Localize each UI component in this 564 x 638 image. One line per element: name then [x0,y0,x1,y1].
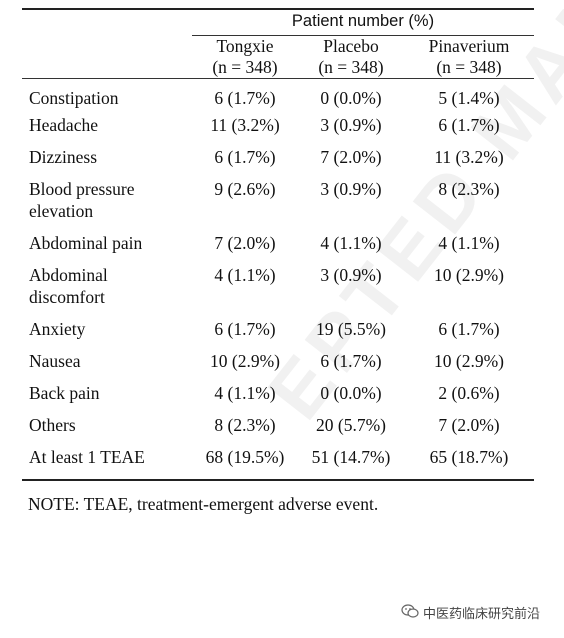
cell-tongxie: 9 (2.6%) [214,178,276,199]
cell-tongxie: 7 (2.0%) [214,232,276,253]
cell-placebo: 4 (1.1%) [320,232,382,253]
cell-pinaverium: 10 (2.9%) [434,350,504,371]
cell-pinaverium: 7 (2.0%) [438,414,500,435]
row-label: Headache [29,114,98,135]
row-label: Blood pressure elevation [29,178,135,221]
table-row: Dizziness 6 (1.7%) 7 (2.0%) 11 (3.2%) [22,146,534,178]
cell-placebo: 7 (2.0%) [320,146,382,167]
row-label: Nausea [29,350,81,371]
cell-pinaverium: 6 (1.7%) [438,318,500,339]
row-label: Dizziness [29,146,98,167]
column-name: Tongxie [216,36,274,56]
cell-tongxie: 4 (1.1%) [214,264,276,285]
column-header-pinaverium: Pinaverium (n = 348) [404,35,534,79]
cell-tongxie: 6 (1.7%) [214,146,276,167]
column-n: (n = 348) [212,57,278,77]
header-blank-cell [22,35,192,79]
brand-text: 中医药临床研究前沿 [422,607,540,622]
column-n: (n = 348) [318,57,384,77]
cell-placebo: 0 (0.0%) [320,382,382,403]
table-row: At least 1 TEAE 68 (19.5%) 51 (14.7%) 65… [22,445,534,481]
cell-tongxie: 6 (1.7%) [214,88,276,108]
row-label: Abdominal discomfort [29,264,108,307]
cell-placebo: 20 (5.7%) [316,414,386,435]
cell-pinaverium: 65 (18.7%) [404,445,534,481]
table-row: Anxiety 6 (1.7%) 19 (5.5%) 6 (1.7%) [22,318,534,350]
table-row: Blood pressure elevation 9 (2.6%) 3 (0.9… [22,178,534,232]
header-blank-cell [22,8,192,36]
cell-placebo: 0 (0.0%) [320,88,382,108]
cell-pinaverium: 6 (1.7%) [438,114,500,135]
cell-placebo: 19 (5.5%) [316,318,386,339]
row-label: At least 1 TEAE [22,445,192,481]
table-row: Abdominal discomfort 4 (1.1%) 3 (0.9%) 1… [22,264,534,318]
cell-placebo: 6 (1.7%) [320,350,382,371]
adverse-events-table: Patient number (%) Tongxie (n = 348) Pla… [22,8,534,481]
cell-pinaverium: 2 (0.6%) [438,382,500,403]
cell-pinaverium: 5 (1.4%) [438,88,500,108]
table-note: NOTE: TEAE, treatment-emergent adverse e… [28,494,379,514]
cell-pinaverium: 8 (2.3%) [438,178,500,199]
cell-pinaverium: 10 (2.9%) [434,264,504,285]
cell-placebo: 3 (0.9%) [320,178,382,199]
wechat-icon [401,603,419,622]
column-name: Pinaverium [428,36,510,56]
table-row: Nausea 10 (2.9%) 6 (1.7%) 10 (2.9%) [22,350,534,382]
table-row: Headache 11 (3.2%) 3 (0.9%) 6 (1.7%) [22,114,534,146]
row-label: Others [29,414,76,435]
row-label: Constipation [29,88,119,108]
cell-tongxie: 4 (1.1%) [214,382,276,403]
cell-pinaverium: 11 (3.2%) [434,146,504,167]
column-header-tongxie: Tongxie (n = 348) [192,35,298,79]
table-row: Back pain 4 (1.1%) 0 (0.0%) 2 (0.6%) [22,382,534,414]
column-header-placebo: Placebo (n = 348) [298,35,404,79]
row-label: Abdominal pain [29,232,143,253]
column-name: Placebo [323,36,379,56]
row-label: Anxiety [29,318,86,339]
table-row: Others 8 (2.3%) 20 (5.7%) 7 (2.0%) [22,414,534,446]
cell-placebo: 3 (0.9%) [320,114,382,135]
table-row: Constipation 6 (1.7%) 0 (0.0%) 5 (1.4%) [22,79,534,114]
cell-placebo: 3 (0.9%) [320,264,382,285]
cell-tongxie: 10 (2.9%) [210,350,280,371]
cell-tongxie: 8 (2.3%) [214,414,276,435]
cell-tongxie: 11 (3.2%) [210,114,280,135]
cell-placebo: 51 (14.7%) [298,445,404,481]
cell-pinaverium: 4 (1.1%) [438,232,500,253]
row-label: Back pain [29,382,100,403]
cell-tongxie: 6 (1.7%) [214,318,276,339]
group-header: Patient number (%) [192,8,534,36]
column-n: (n = 348) [436,57,502,77]
table-row: Abdominal pain 7 (2.0%) 4 (1.1%) 4 (1.1%… [22,232,534,264]
cell-tongxie: 68 (19.5%) [192,445,298,481]
brand-watermark: 中医药临床研究前沿 [401,603,540,622]
